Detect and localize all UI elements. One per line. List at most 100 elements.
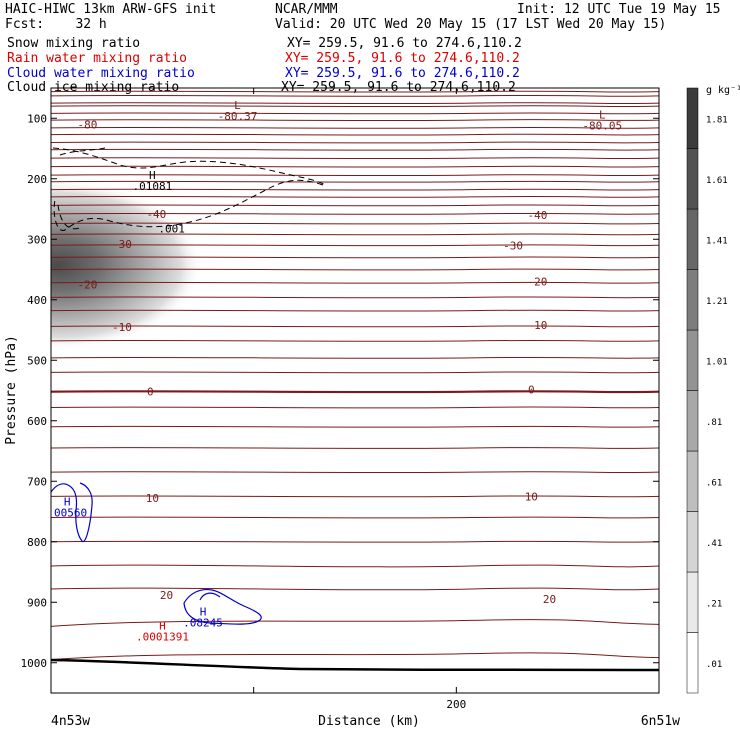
temperature-isoline xyxy=(51,447,659,449)
colorbar-label: .21 xyxy=(706,599,722,609)
colorbar-box xyxy=(686,87,699,149)
temperature-label: 0 xyxy=(147,386,154,399)
x-tick-label: 200 xyxy=(446,698,466,711)
temperature-isoline xyxy=(51,102,659,105)
cloud-ice-contour-arc xyxy=(57,204,81,230)
extremum-letter: H xyxy=(159,619,166,632)
temperature-isoline xyxy=(51,356,659,359)
temperature-isoline xyxy=(51,157,659,160)
temperature-isoline xyxy=(51,268,659,271)
temperature-isoline xyxy=(51,471,659,474)
x-axis-label: Distance (km) xyxy=(318,714,420,729)
colorbar-box xyxy=(686,329,699,391)
colorbar-box xyxy=(686,511,699,573)
temperature-isoline xyxy=(51,587,659,591)
y-tick-label: 900 xyxy=(27,596,47,609)
temperature-isoline xyxy=(51,141,659,144)
temperature-label: 10 xyxy=(525,490,538,503)
extremum-value: -80.37 xyxy=(218,110,258,123)
temperature-label: 0 xyxy=(528,383,535,396)
x-axis: 200 xyxy=(253,88,466,711)
temperature-isoline xyxy=(51,126,659,129)
temperature-isoline xyxy=(51,256,659,259)
temperature-isoline xyxy=(51,133,659,136)
temperature-isoline xyxy=(51,406,659,409)
temperature-label: 10 xyxy=(146,492,159,505)
temperature-isoline xyxy=(51,281,659,284)
temperature-isoline xyxy=(51,105,659,108)
cloud-ice-contour-top xyxy=(59,147,106,156)
surface-line xyxy=(51,658,659,672)
temperature-isoline xyxy=(51,564,659,568)
temperature-isoline xyxy=(51,390,659,394)
temperature-isoline xyxy=(51,165,659,168)
temperature-label: 20 xyxy=(543,593,556,606)
valid-label: Valid: 20 UTC Wed 20 May 15 (17 LST Wed … xyxy=(275,17,667,32)
colorbar-label: 1.61 xyxy=(706,176,728,186)
y-tick-label: 700 xyxy=(27,475,47,488)
plot-frame xyxy=(50,87,660,694)
endpoint-left: 4n53w xyxy=(51,714,90,729)
colorbar-label: .41 xyxy=(706,539,722,549)
colorbar-box xyxy=(686,208,699,270)
colorbar-box xyxy=(686,390,699,452)
temperature-isoline xyxy=(51,94,659,97)
temperature-label: -80 xyxy=(78,118,98,131)
temperature-isoline xyxy=(51,619,659,627)
extremum-value: .00560 xyxy=(47,506,87,519)
temperature-label: -10 xyxy=(112,321,132,334)
extremum-letter: H xyxy=(149,169,156,182)
temperature-isoline xyxy=(51,339,659,342)
colorbar-box xyxy=(686,571,699,633)
extremum-letter: L xyxy=(234,99,241,112)
temperature-isoline xyxy=(51,425,659,428)
temperature-label: 20 xyxy=(160,589,173,602)
temperature-isoline xyxy=(51,233,659,236)
temperature-isoline xyxy=(51,652,659,661)
field-rain-xy: XY= 259.5, 91.6 to 274.6,110.2 xyxy=(285,51,520,66)
fcst-label: Fcst: 32 h xyxy=(5,17,107,32)
cloud-water-contour-3 xyxy=(199,592,221,601)
colorbar-box xyxy=(686,632,699,694)
colorbar-label: .61 xyxy=(706,478,722,488)
y-tick-label: 300 xyxy=(27,233,47,246)
colorbar-box xyxy=(686,450,699,512)
temperature-label: -30 xyxy=(503,239,523,252)
y-tick-label: 200 xyxy=(27,173,47,186)
y-tick-label: 1000 xyxy=(21,657,48,670)
temperature-isoline xyxy=(51,309,659,312)
colorbar-label: 1.81 xyxy=(706,115,728,125)
colorbar-box xyxy=(686,269,699,331)
endpoint-right: 6n51w xyxy=(641,714,680,729)
colorbar-label: .01 xyxy=(706,660,722,670)
colorbar-label: .81 xyxy=(706,418,722,428)
temperature-isoline xyxy=(51,204,659,207)
extremum-value: .01081 xyxy=(132,180,172,193)
field-snow-xy: XY= 259.5, 91.6 to 274.6,110.2 xyxy=(287,36,522,51)
temperature-contours xyxy=(51,90,659,661)
extremum-value: .0001391 xyxy=(136,630,189,643)
extrema-labels: L-80.37 L-80.05H.01081H.00560H.08245H.000… xyxy=(47,99,622,643)
temperature-isoline xyxy=(51,540,659,543)
ice-contour-label: .001 xyxy=(158,222,185,235)
cloud-ice-contour xyxy=(52,147,326,231)
field-cloud-xy: XY= 259.5, 91.6 to 274.6,110.2 xyxy=(285,66,520,81)
y-tick-label: 800 xyxy=(27,536,47,549)
temperature-isoline xyxy=(51,371,659,374)
org-label: NCAR/MMM xyxy=(275,2,338,17)
temperature-isoline xyxy=(51,188,659,191)
temperature-label: -40 xyxy=(527,209,547,222)
snow-shading xyxy=(51,180,203,350)
title-left: HAIC-HIWC 13km ARW-GFS init xyxy=(5,2,217,17)
y-tick-label: 600 xyxy=(27,415,47,428)
temperature-isoline xyxy=(51,516,659,519)
y-tick-label: 400 xyxy=(27,294,47,307)
colorbar-label: 1.21 xyxy=(706,297,728,307)
temperature-label: -20 xyxy=(527,276,547,289)
temperature-isoline xyxy=(51,222,659,225)
colorbar-box xyxy=(686,148,699,210)
temperature-isoline xyxy=(51,495,659,498)
temperature-isoline xyxy=(51,180,659,183)
temperature-label: -40 xyxy=(146,208,166,221)
